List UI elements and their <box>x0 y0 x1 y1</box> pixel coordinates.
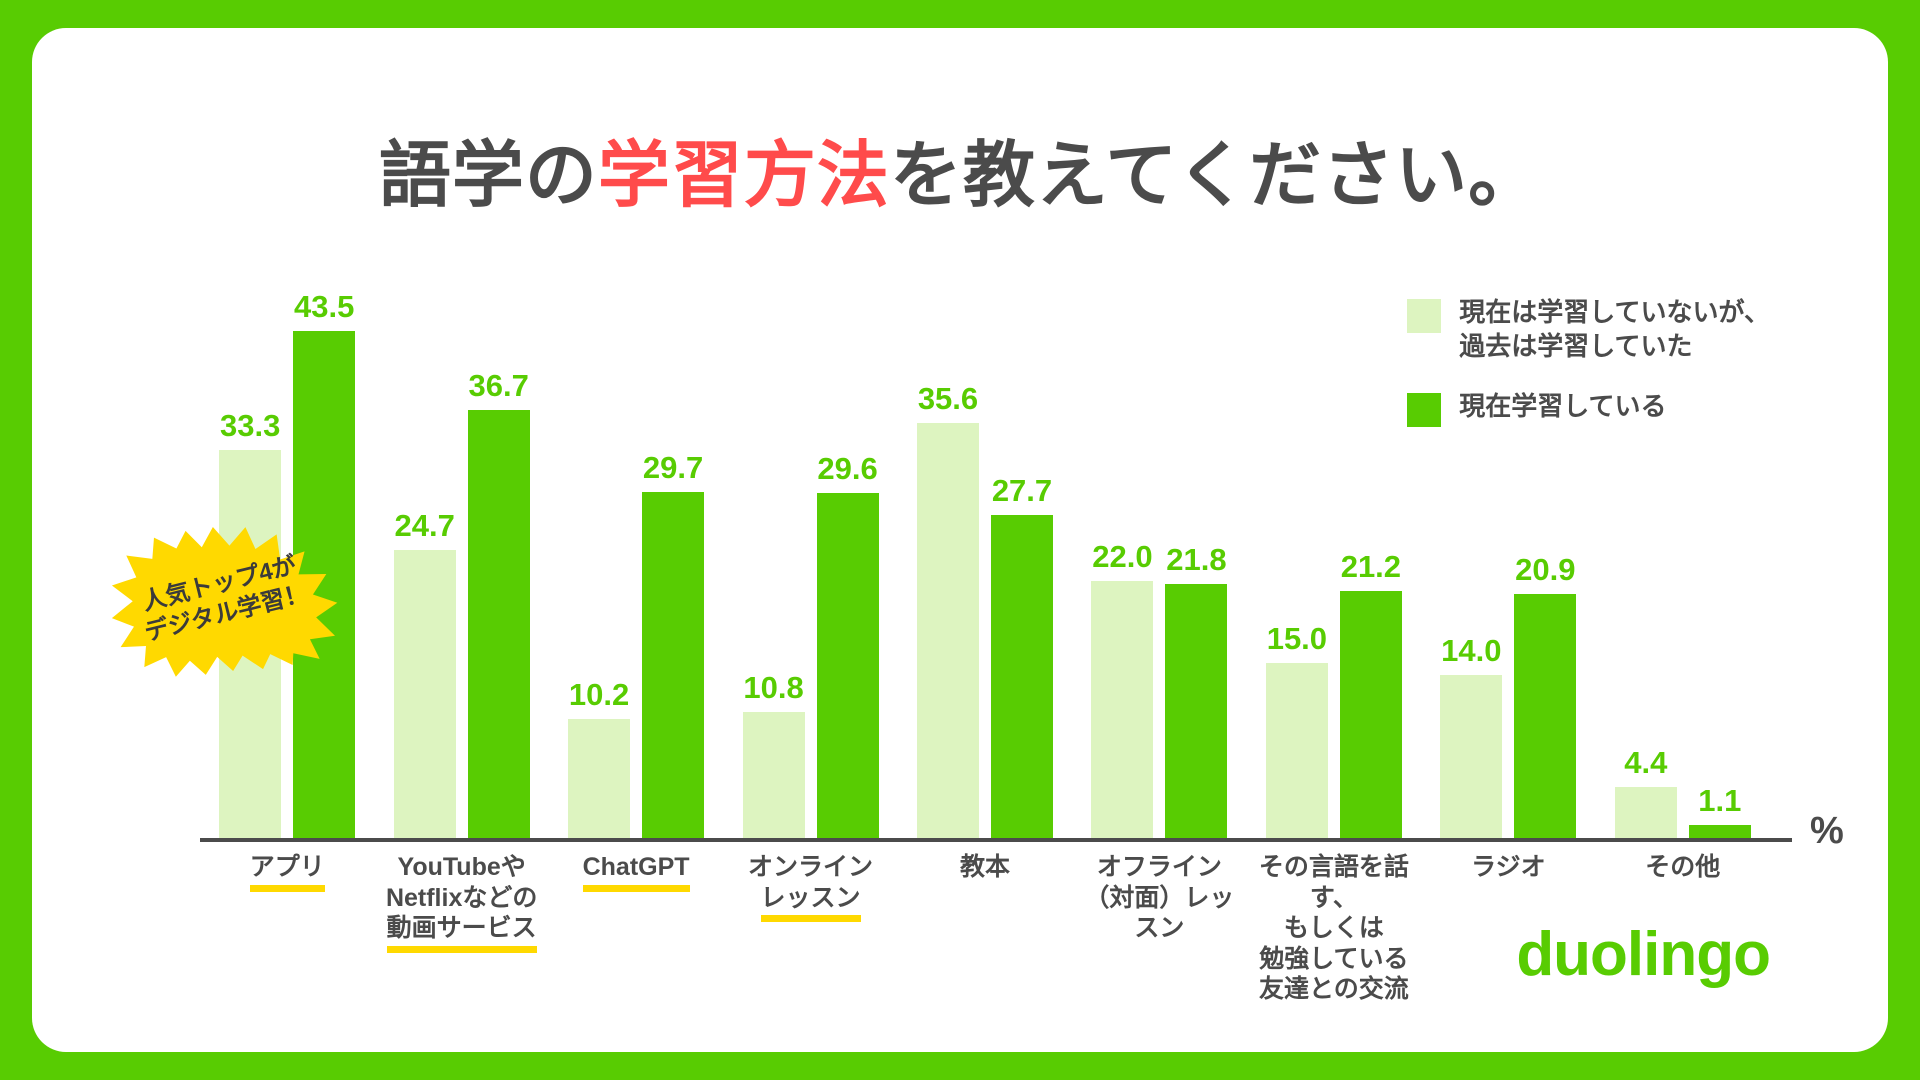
bar-value-label: 43.5 <box>294 288 355 324</box>
duolingo-logo: duolingo <box>1516 920 1771 989</box>
x-axis-labels: アプリ YouTubeや Netflixなどの 動画サービス ChatGPT オンラインレ… <box>200 852 1770 1032</box>
bar-rect <box>1339 590 1402 838</box>
bar-current: 21.8 <box>1165 278 1228 838</box>
bar-value-label: 27.7 <box>991 472 1053 508</box>
x-axis-label: その他 <box>1645 853 1721 881</box>
x-axis-label-line: レッスン <box>760 883 861 922</box>
bar-rect <box>1165 583 1228 838</box>
bar-value-label: 1.1 <box>1698 783 1742 819</box>
bar-rect <box>1514 594 1577 838</box>
bar-value-label: 10.2 <box>568 677 630 712</box>
bar-value-label: 21.8 <box>1166 541 1227 577</box>
bar-rect <box>642 491 705 838</box>
bar-value-label: 35.6 <box>917 380 979 416</box>
title-part-after: を教えてください。 <box>889 136 1542 216</box>
bar-current: 29.6 <box>816 278 879 838</box>
starburst-icon <box>111 527 338 677</box>
x-axis-label: YouTubeや Netflixなどの 動画サービス <box>374 852 548 953</box>
x-axis-label-line: アプリ <box>249 852 325 892</box>
bar-past: 22.0 <box>1091 278 1154 838</box>
bar-group: 4.4 1.1 <box>1596 278 1770 838</box>
bar-value-label: 29.7 <box>642 449 704 485</box>
bar-rect <box>1440 674 1503 838</box>
bar-rect <box>467 409 530 838</box>
x-axis-label: ラジオ <box>1471 853 1546 881</box>
legend-item-past: 現在は学習していないが、 過去は学習していた <box>1407 296 1770 364</box>
bar-past: 24.7 <box>393 278 456 838</box>
title-part-before: 語学の <box>378 136 598 216</box>
bar-value-label: 22.0 <box>1092 539 1153 575</box>
highlight-badge: 人気トップ4が デジタル学習！ <box>99 509 348 690</box>
bar-rect <box>816 492 879 838</box>
bar-current: 29.7 <box>642 278 705 838</box>
bar-group: 10.2 29.7 <box>549 278 723 838</box>
legend-item-current: 現在学習している <box>1407 390 1770 427</box>
legend-swatch-past <box>1407 299 1442 333</box>
x-axis-label-line: Netflixなどの <box>385 883 538 912</box>
bar-value-label: 14.0 <box>1441 632 1502 668</box>
bar-past: 10.2 <box>568 278 631 838</box>
bar-value-label: 36.7 <box>468 367 529 403</box>
bar-value-label: 20.9 <box>1515 552 1576 588</box>
bar-current: 27.7 <box>990 278 1053 838</box>
bar-group: 15.0 21.2 <box>1247 278 1421 838</box>
bar-past: 35.6 <box>916 278 979 838</box>
infographic-card: 語学の学習方法を教えてください。 現在は学習していないが、 過去は学習していた … <box>32 28 1888 1052</box>
x-axis-label: アプリ <box>200 852 374 892</box>
x-axis-label: ChatGPT <box>549 852 723 892</box>
bar-rect <box>393 549 456 838</box>
chart-legend: 現在は学習していないが、 過去は学習していた 現在学習している <box>1407 296 1770 427</box>
x-axis-label: その言語を話す、 もしくは 勉強している 友達との交流 <box>1258 853 1409 1003</box>
page-title: 語学の学習方法を教えてください。 <box>32 116 1888 221</box>
x-axis-label-line: YouTubeや <box>397 853 526 881</box>
bar-current: 1.1 <box>1688 278 1751 838</box>
x-axis-label-line: ChatGPT <box>582 852 690 892</box>
legend-swatch-current <box>1407 392 1442 427</box>
x-axis-label: オフライン （対面）レッスン <box>1084 853 1235 942</box>
bar-group: 14.0 20.9 <box>1421 278 1595 838</box>
bar-value-label: 29.6 <box>817 450 878 486</box>
bar-group: 35.6 27.7 <box>898 278 1072 838</box>
x-axis-label-line: オンライン <box>748 853 874 881</box>
bar-rect <box>1091 581 1154 838</box>
axis-unit-label: % <box>1810 810 1844 852</box>
x-axis-label: 教本 <box>959 853 1010 881</box>
bar-value-label: 10.8 <box>743 670 804 705</box>
bar-rect <box>990 514 1053 838</box>
bar-past: 15.0 <box>1265 278 1328 838</box>
bar-value-label: 24.7 <box>394 507 455 543</box>
bar-current: 36.7 <box>467 278 530 838</box>
bar-rect <box>916 422 979 838</box>
bar-value-label: 21.2 <box>1340 548 1402 584</box>
bar-value-label: 4.4 <box>1624 744 1668 780</box>
x-axis-label-line: 動画サービス <box>386 913 537 953</box>
legend-label-past: 現在は学習していないが、 過去は学習していた <box>1459 297 1770 361</box>
title-highlight: 学習方法 <box>597 136 890 216</box>
bar-chart-plot-area: 33.3 43.5 24.7 36.7 10.2 29.7 10.8 29.6 35.6 27.7… <box>200 278 1770 838</box>
bar-rect <box>1614 786 1677 838</box>
bar-rect <box>568 719 631 838</box>
bar-past: 4.4 <box>1614 278 1677 838</box>
bar-current: 21.2 <box>1339 278 1402 838</box>
bar-past: 14.0 <box>1440 278 1503 838</box>
bar-value-label: 15.0 <box>1266 621 1328 656</box>
bar-rect <box>1265 663 1328 838</box>
x-axis-line <box>200 838 1792 842</box>
bar-past: 10.8 <box>742 278 805 838</box>
bar-rect <box>742 712 805 838</box>
legend-label-current: 現在学習している <box>1459 390 1667 421</box>
bar-current: 20.9 <box>1514 278 1577 838</box>
bar-rect <box>1688 825 1751 838</box>
bar-group: 10.8 29.6 <box>723 278 897 838</box>
bar-group: 22.0 21.8 <box>1072 278 1246 838</box>
x-axis-label: オンライン レッスン <box>723 852 897 922</box>
bar-value-label: 33.3 <box>220 407 281 443</box>
bar-group: 24.7 36.7 <box>374 278 548 838</box>
